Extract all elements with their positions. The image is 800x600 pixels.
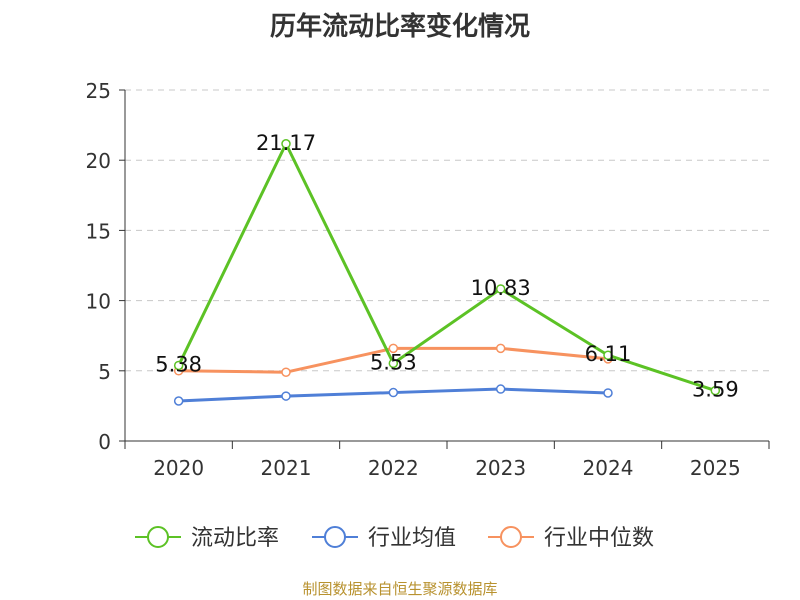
data-label: 3.59: [692, 378, 739, 402]
legend-item: 行业均值: [312, 526, 456, 551]
series-line: [177, 142, 716, 393]
series-layer: [173, 139, 721, 406]
y-tick-label: 25: [86, 79, 111, 103]
data-label: 10.83: [471, 276, 531, 300]
source-footer: 制图数据来自恒生聚源数据库: [302, 580, 498, 598]
data-point: [603, 388, 613, 398]
x-tick-label: 2024: [583, 456, 634, 480]
data-label: 6.11: [585, 342, 632, 366]
data-point: [281, 139, 291, 149]
chart-title: 历年流动比率变化情况: [269, 12, 530, 42]
legend-label: 行业均值: [368, 526, 456, 551]
legend-label: 行业中位数: [544, 526, 654, 551]
data-point: [173, 396, 184, 406]
data-point: [388, 358, 399, 369]
data-labels: 5.38 21.17 5.53 10.83 6.11 3.59: [155, 131, 738, 402]
legend-item: 行业中位数: [488, 526, 654, 551]
data-point: [388, 387, 399, 398]
y-tick-label: 10: [86, 290, 111, 314]
legend-label: 流动比率: [191, 526, 279, 551]
y-tick-label: 0: [98, 430, 111, 454]
legend: 流动比率 行业均值 行业中位数: [135, 526, 654, 551]
data-point: [495, 284, 506, 294]
x-tick-label: 2022: [368, 456, 419, 480]
data-point: [388, 343, 399, 354]
legend-marker: [147, 526, 169, 548]
data-label: 5.38: [155, 352, 202, 376]
legend-marker: [500, 526, 522, 548]
y-tick-label: 15: [86, 219, 111, 243]
legend-marker: [324, 526, 346, 548]
data-point: [710, 385, 721, 396]
data-label: 21.17: [256, 131, 316, 155]
x-tick-label: 2023: [475, 456, 526, 480]
legend-item: 流动比率: [135, 526, 279, 551]
gridlines: [125, 89, 769, 372]
data-label: 5.53: [370, 350, 417, 374]
x-tick-label: 2021: [261, 456, 312, 480]
data-point: [281, 367, 291, 377]
y-tick-label: 5: [98, 360, 111, 384]
x-tick-label: 2020: [153, 456, 204, 480]
data-point: [173, 360, 184, 371]
data-point: [281, 391, 291, 401]
data-point: [603, 350, 613, 360]
y-tick-label: 20: [86, 149, 111, 173]
x-tick-label: 2025: [690, 456, 741, 480]
data-point: [495, 384, 506, 394]
data-point: [495, 343, 506, 354]
